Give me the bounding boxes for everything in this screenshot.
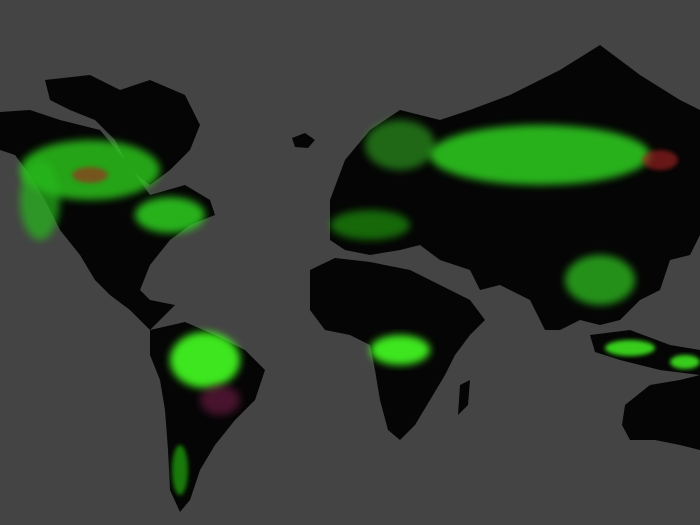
forest-congo <box>370 335 430 365</box>
loss-na <box>72 167 108 183</box>
forest-chile <box>172 445 188 495</box>
forest-east-na <box>135 197 205 233</box>
forest-siberia <box>430 125 650 185</box>
forest-china <box>565 255 635 305</box>
iceland <box>292 133 315 148</box>
forest-scandinavia <box>365 120 435 170</box>
forest-new-guinea <box>670 355 700 369</box>
forest-indonesia <box>605 340 655 356</box>
forest-europe <box>330 210 410 240</box>
madagascar <box>458 380 470 415</box>
forest-cover <box>20 120 700 495</box>
australia <box>622 375 700 450</box>
loss-amazon <box>200 385 240 415</box>
loss-siberia <box>642 150 678 170</box>
forest-amazon <box>170 332 240 388</box>
forest-west-na <box>20 160 60 240</box>
arctic-islands <box>45 75 200 185</box>
